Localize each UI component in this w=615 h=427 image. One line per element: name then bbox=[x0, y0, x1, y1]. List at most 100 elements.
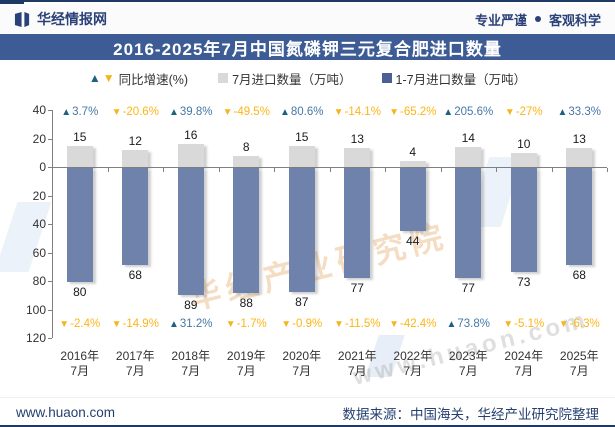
up-triangle-icon: ▲ bbox=[557, 106, 568, 118]
yoy-bottom-badge: ▼ -14.9% bbox=[107, 318, 163, 330]
july-value-label: 12 bbox=[128, 133, 142, 148]
x-axis-label-year: 2018年 bbox=[171, 349, 211, 363]
legend-label-july: 7月进口数量（万吨） bbox=[232, 72, 352, 87]
x-axis-label: 2017年 7月 bbox=[107, 349, 163, 379]
cum-value-label: 89 bbox=[184, 297, 198, 312]
x-axis-label: 2025年 7月 bbox=[551, 349, 607, 379]
july-swatch-icon bbox=[218, 73, 229, 83]
yoy-value: -2.4% bbox=[70, 318, 101, 330]
cum-value-label: 87 bbox=[295, 294, 309, 309]
brand-name: 华经情报网 bbox=[37, 11, 107, 27]
cum-bar bbox=[399, 168, 426, 231]
x-axis-label: 2016年 7月 bbox=[52, 349, 108, 379]
cum-swatch-icon bbox=[381, 73, 392, 83]
yoy-value: -5.1% bbox=[514, 318, 545, 330]
y-tick-label: 120 bbox=[25, 331, 46, 345]
x-axis-label: 2023年 7月 bbox=[440, 349, 496, 379]
cum-bar bbox=[122, 168, 149, 265]
down-triangle-icon: ▼ bbox=[102, 71, 115, 85]
x-tick-mark bbox=[52, 168, 53, 172]
yoy-value: -27% bbox=[515, 106, 543, 118]
x-axis-label-month: 7月 bbox=[569, 364, 589, 378]
y-tick-mark bbox=[48, 338, 52, 339]
x-axis-label-month: 7月 bbox=[70, 364, 90, 378]
x-axis-label-month: 7月 bbox=[125, 364, 145, 378]
x-axis-label-year: 2022年 bbox=[393, 349, 433, 363]
y-tick-mark bbox=[48, 252, 52, 254]
y-axis-line bbox=[52, 110, 53, 338]
x-tick-mark bbox=[218, 168, 220, 172]
yoy-value: 31.2% bbox=[179, 318, 213, 330]
y-tick-label: 60 bbox=[32, 245, 46, 260]
down-triangle-icon: ▼ bbox=[281, 318, 292, 330]
slogan-left: 专业严谨 bbox=[474, 12, 527, 28]
yoy-bottom-badge: ▼ -5.1% bbox=[496, 318, 552, 330]
down-triangle-icon: ▼ bbox=[59, 318, 70, 330]
x-tick-mark bbox=[107, 168, 109, 172]
cum-bar bbox=[177, 168, 204, 295]
up-triangle-icon: ▲ bbox=[446, 318, 457, 330]
cum-bar bbox=[66, 168, 93, 282]
yoy-bottom-badge: ▼ -1.7% bbox=[218, 318, 274, 330]
watermark-ribbon bbox=[0, 202, 52, 272]
july-value-label: 10 bbox=[517, 136, 531, 151]
yoy-value: 3.7% bbox=[72, 106, 99, 118]
july-bar bbox=[177, 144, 204, 167]
x-axis-label-month: 7月 bbox=[181, 364, 201, 378]
yoy-top-badge: ▲ 3.7% bbox=[52, 106, 108, 118]
footer-data-source: 数据来源：中国海关，华经产业研究院整理 bbox=[342, 406, 600, 422]
legend-label-yoy: 同比增速(%) bbox=[118, 72, 189, 87]
yoy-value: -6.3% bbox=[569, 318, 600, 330]
slogan-right: 客观科学 bbox=[548, 12, 601, 28]
yoy-value: -42.4% bbox=[399, 318, 437, 330]
yoy-bottom-badge: ▼ -2.4% bbox=[52, 318, 108, 330]
x-axis-label-month: 7月 bbox=[236, 364, 256, 378]
y-tick-label: 20 bbox=[32, 188, 46, 203]
x-axis-label: 2024年 7月 bbox=[496, 349, 552, 379]
x-axis-label-year: 2016年 bbox=[60, 349, 100, 363]
x-axis-label: 2022年 7月 bbox=[385, 349, 441, 379]
yoy-bottom-badge: ▼ -11.5% bbox=[329, 318, 385, 330]
x-axis-label: 2019年 7月 bbox=[218, 349, 274, 379]
slogan-dot-icon bbox=[534, 16, 541, 22]
title-bar: 2016-2025年7月中国氮磷钾三元复合肥进口数量 bbox=[0, 34, 615, 60]
bar-chart: 华经产业研究院 www.huaon.com 40 20 0 20 40 60 80 100 120 1… bbox=[0, 97, 615, 397]
july-bar bbox=[66, 145, 93, 167]
yoy-top-badge: ▼ -65.2% bbox=[385, 106, 441, 118]
yoy-value: -11.5% bbox=[344, 318, 381, 330]
july-bar bbox=[510, 152, 537, 167]
up-triangle-icon: ▲ bbox=[279, 106, 290, 118]
legend-item-cum: 1-7月进口数量（万吨） bbox=[381, 69, 526, 88]
cum-bar bbox=[510, 168, 537, 273]
cum-value-label: 88 bbox=[239, 296, 253, 311]
yoy-value: 33.3% bbox=[568, 106, 601, 118]
cum-bar bbox=[344, 168, 371, 278]
yoy-top-badge: ▲ 80.6% bbox=[274, 106, 330, 118]
y-tick-label: 20 bbox=[32, 131, 46, 146]
yoy-value: 205.6% bbox=[454, 106, 494, 118]
july-value-label: 13 bbox=[572, 132, 586, 147]
slogan: 专业严谨 客观科学 bbox=[475, 10, 601, 29]
y-tick-label: 40 bbox=[32, 103, 46, 117]
legend: ▲ ▼ 同比增速(%) 7月进口数量（万吨） 1-7月进口数量（万吨） bbox=[0, 62, 615, 94]
x-tick-mark bbox=[274, 168, 275, 172]
y-tick-mark bbox=[48, 138, 52, 140]
x-tick-mark bbox=[496, 168, 497, 172]
x-axis-label-month: 7月 bbox=[403, 364, 423, 378]
cum-bar bbox=[566, 168, 593, 265]
legend-item-yoy: ▲ ▼ 同比增速(%) bbox=[89, 69, 188, 88]
x-tick-mark bbox=[385, 168, 386, 172]
down-triangle-icon: ▼ bbox=[389, 318, 399, 330]
y-tick-mark bbox=[48, 224, 52, 225]
yoy-top-badge: ▼ -27% bbox=[496, 106, 552, 118]
down-triangle-icon: ▼ bbox=[111, 318, 122, 330]
yoy-value: -0.9% bbox=[292, 318, 323, 330]
y-tick-mark bbox=[48, 167, 52, 168]
up-triangle-icon: ▲ bbox=[443, 106, 454, 118]
july-bar bbox=[455, 147, 482, 167]
brand: 华经情报网 bbox=[14, 9, 107, 29]
july-bar bbox=[233, 155, 260, 167]
y-tick-label: 80 bbox=[32, 274, 46, 288]
chart-title: 2016-2025年7月中国氮磷钾三元复合肥进口数量 bbox=[113, 39, 502, 59]
